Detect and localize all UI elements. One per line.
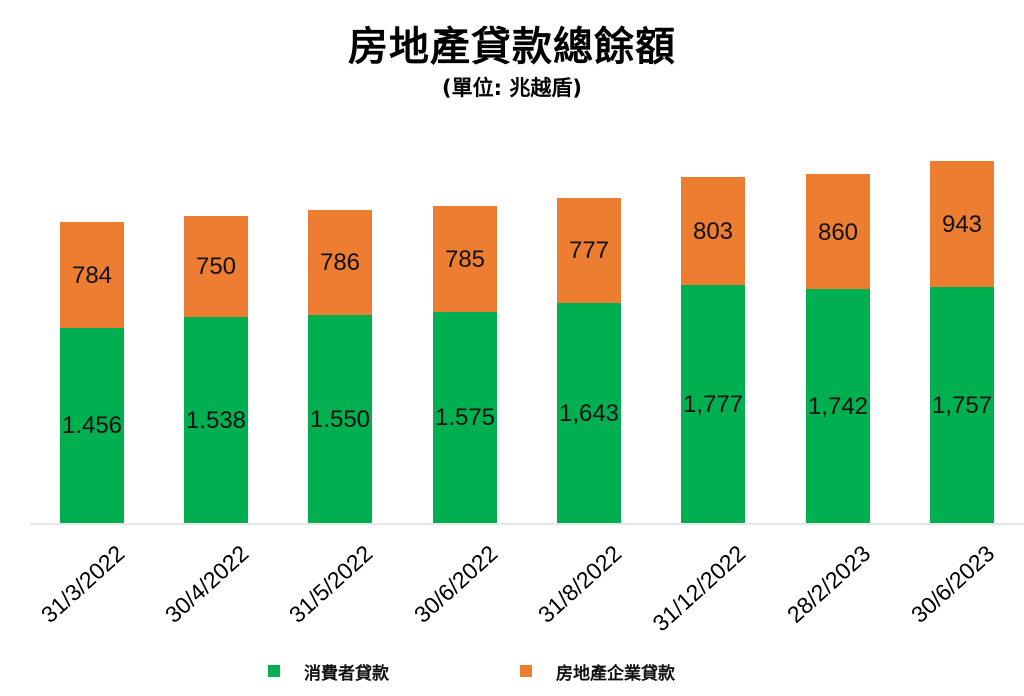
bar-segment-enterprise: 860 bbox=[806, 173, 870, 290]
data-label-consumer: 1,643 bbox=[558, 399, 620, 427]
bar-segment-consumer: 1.456 bbox=[60, 327, 124, 523]
data-label-enterprise: 777 bbox=[568, 237, 610, 265]
bar-segment-consumer: 1.575 bbox=[433, 311, 497, 523]
bar-stack: 860 1,742 bbox=[806, 173, 870, 523]
bar-stack: 750 1.538 bbox=[184, 215, 248, 523]
bar-stack: 777 1,643 bbox=[557, 198, 621, 523]
data-label-consumer: 1.456 bbox=[61, 412, 123, 440]
chart-title: 房地產貸款總餘額 bbox=[348, 24, 676, 70]
x-tick-label: 30/6/2022 bbox=[408, 540, 503, 628]
data-label-consumer: 1.538 bbox=[185, 406, 247, 434]
bar-segment-consumer: 1,742 bbox=[806, 289, 870, 523]
data-label-enterprise: 860 bbox=[817, 218, 859, 246]
bar-segment-enterprise: 750 bbox=[184, 215, 248, 317]
data-label-enterprise: 803 bbox=[692, 217, 734, 245]
x-tick-label: 30/4/2022 bbox=[159, 540, 254, 628]
x-tick-label: 31/8/2022 bbox=[532, 540, 627, 628]
x-axis-line bbox=[30, 523, 1024, 525]
x-tick-label: 31/5/2022 bbox=[283, 540, 378, 628]
legend-swatch-enterprise bbox=[520, 665, 532, 677]
bar-segment-enterprise: 785 bbox=[433, 206, 497, 312]
data-label-consumer: 1.575 bbox=[434, 404, 496, 432]
bar-segment-consumer: 1.550 bbox=[308, 314, 372, 523]
data-label-consumer: 1,777 bbox=[682, 390, 744, 418]
data-label-consumer: 1,742 bbox=[807, 393, 869, 421]
bar-stack: 943 1,757 bbox=[930, 160, 994, 523]
bar-stack: 786 1.550 bbox=[308, 209, 372, 523]
data-label-enterprise: 784 bbox=[71, 261, 113, 289]
bar-segment-enterprise: 943 bbox=[930, 160, 994, 288]
legend-item-consumer: 消費者貸款 bbox=[268, 656, 389, 686]
data-label-enterprise: 785 bbox=[444, 245, 486, 273]
bar-stack: 803 1,777 bbox=[681, 176, 745, 523]
bar-stack: 784 1.456 bbox=[60, 222, 124, 523]
legend-label-consumer: 消費者貸款 bbox=[304, 663, 389, 684]
data-label-consumer: 1,757 bbox=[931, 392, 993, 420]
data-label-enterprise: 750 bbox=[195, 253, 237, 281]
legend-swatch-consumer bbox=[268, 665, 280, 677]
x-tick-label: 30/6/2023 bbox=[905, 540, 1000, 628]
bar-stack: 785 1.575 bbox=[433, 206, 497, 523]
bar-segment-enterprise: 803 bbox=[681, 176, 745, 285]
bar-segment-enterprise: 786 bbox=[308, 209, 372, 315]
bar-segment-enterprise: 777 bbox=[557, 198, 621, 303]
x-tick-label: 31/12/2022 bbox=[647, 540, 751, 637]
bar-segment-enterprise: 784 bbox=[60, 222, 124, 328]
x-tick-label: 28/2/2023 bbox=[781, 540, 876, 628]
legend-item-enterprise: 房地產企業貸款 bbox=[520, 656, 675, 686]
data-label-enterprise: 943 bbox=[941, 210, 983, 238]
data-label-enterprise: 786 bbox=[319, 249, 361, 277]
bar-segment-consumer: 1,757 bbox=[930, 287, 994, 523]
chart-subtitle: (單位: 兆越盾) bbox=[442, 76, 582, 100]
x-tick-label: 31/3/2022 bbox=[35, 540, 130, 628]
legend-label-enterprise: 房地產企業貸款 bbox=[556, 663, 675, 684]
data-label-consumer: 1.550 bbox=[309, 405, 371, 433]
bar-segment-consumer: 1.538 bbox=[184, 316, 248, 523]
bar-segment-consumer: 1,777 bbox=[681, 284, 745, 523]
bar-segment-consumer: 1,643 bbox=[557, 302, 621, 523]
